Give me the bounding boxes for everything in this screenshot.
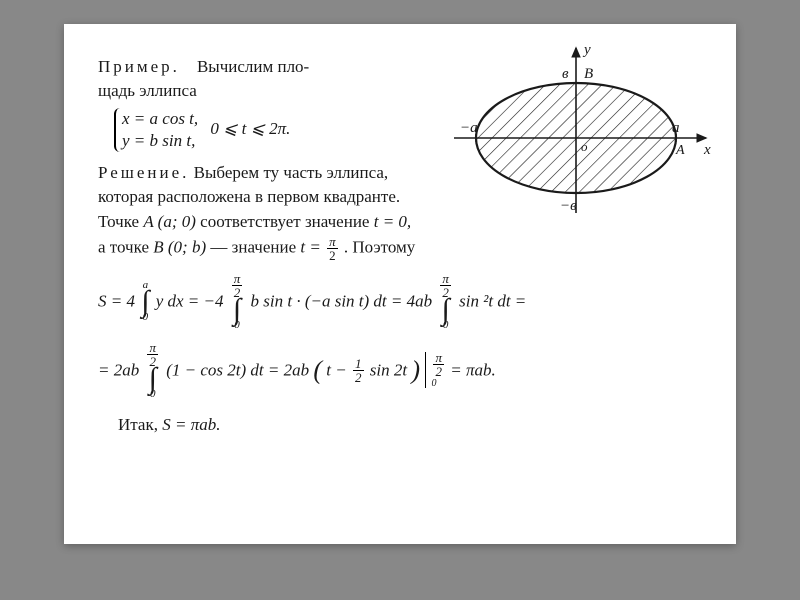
param-y: y = b sin t, [122, 131, 195, 150]
label-origin: o [581, 139, 588, 154]
sol-l4g: . Поэтому [344, 237, 415, 256]
example-label: Пример. [98, 57, 180, 76]
conclusion-pre: Итак, [118, 415, 162, 434]
label-B: B [584, 66, 593, 82]
sol-l1: Выберем ту часть эллипса, [194, 163, 389, 182]
axis-y-label: y [582, 42, 591, 58]
solution-label: Решение. [98, 163, 189, 182]
ellipse-figure: y x в B −a a A o −в [436, 38, 716, 228]
param-x: x = a cos t, [122, 109, 198, 128]
equation-2: = 2ab π2 ∫ 0 (1 − cos 2t) dt = 2ab ( t −… [98, 341, 702, 400]
parametric-brace: x = a cos t, y = b sin t, [114, 108, 198, 152]
sol-l4c: — значение [210, 237, 300, 256]
label-A: A [675, 143, 685, 158]
label-minus-b: −в [560, 198, 577, 214]
header-text: Вычислим пло- [197, 57, 309, 76]
sol-l3d: t = 0, [374, 212, 411, 231]
param-range: 0 ⩽ t ⩽ 2π. [210, 119, 290, 138]
label-a: a [672, 120, 680, 136]
sol-l3b: A (a; 0) [143, 212, 196, 231]
conclusion-res: S = πab. [162, 415, 220, 434]
label-minus-a: −a [460, 120, 478, 136]
sol-l3c: соответствует значение [200, 212, 374, 231]
axis-x-label: x [703, 142, 711, 158]
sol-l4b: B (0; b) [153, 237, 206, 256]
sol-l4d: t = [300, 237, 325, 256]
sol-l3a: Точке [98, 212, 143, 231]
equation-1: S = 4 a ∫ 0 y dx = −4 π2 ∫ 0 b sin t · (… [98, 272, 702, 331]
sol-l4a: а точке [98, 237, 153, 256]
label-b-left: в [562, 66, 569, 82]
